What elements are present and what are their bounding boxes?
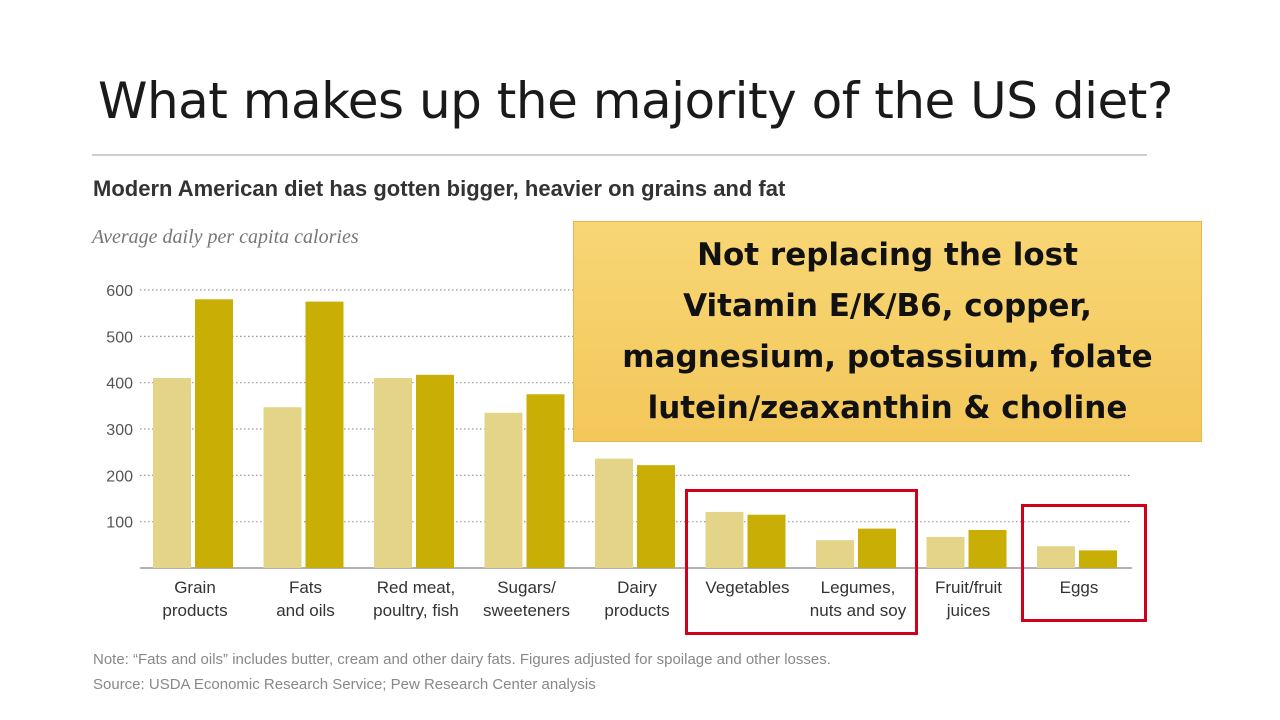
category-label: poultry, fish [373, 601, 459, 620]
highlight-box-eggs [1021, 504, 1147, 622]
y-tick-label: 500 [106, 329, 133, 346]
category-label: Eggs [1060, 578, 1099, 597]
category-label: products [604, 601, 669, 620]
bar-later [416, 374, 454, 568]
bar-earlier [705, 511, 744, 568]
category-label: Fruit/fruit [935, 578, 1002, 597]
bar-earlier [595, 458, 633, 568]
y-tick-label: 600 [106, 283, 133, 300]
category-label: Legumes, [821, 578, 896, 597]
category-label: and oils [276, 601, 335, 620]
category-label: Sugars/ [497, 578, 556, 597]
bar-earlier [374, 378, 412, 568]
bar-later [968, 530, 1007, 568]
category-label: nuts and soy [810, 601, 907, 620]
y-tick-label: 200 [106, 468, 133, 485]
bar-later [637, 465, 675, 568]
title-divider [92, 154, 1147, 156]
callout-line: Not replacing the lost [697, 236, 1078, 273]
chart-subtitle: Average daily per capita calories [92, 226, 359, 248]
category-label: Fats [289, 578, 322, 597]
bar-later [526, 394, 565, 568]
bar-earlier [484, 412, 523, 568]
highlight-box-vegetables-legumes [685, 489, 918, 635]
callout-box: Not replacing the lost Vitamin E/K/B6, c… [573, 221, 1202, 442]
chart-source: Source: USDA Economic Research Service; … [93, 676, 596, 693]
bar-later [195, 299, 233, 568]
callout-line: lutein/zeaxanthin & choline [647, 389, 1128, 426]
bar-earlier [153, 378, 191, 568]
bar-later [305, 301, 344, 568]
callout-line: Vitamin E/K/B6, copper, [683, 287, 1092, 324]
bar-later [747, 514, 786, 568]
slide-title: What makes up the majority of the US die… [98, 72, 1173, 130]
category-label: Red meat, [377, 578, 455, 597]
bar-earlier [816, 540, 854, 568]
category-label: sweeteners [483, 601, 570, 620]
y-tick-label: 400 [106, 376, 133, 393]
category-label: Vegetables [705, 578, 789, 597]
bar-earlier [1037, 546, 1075, 568]
category-label: juices [946, 601, 990, 620]
chart-title: Modern American diet has gotten bigger, … [93, 176, 786, 201]
chart-note: Note: “Fats and oils” includes butter, c… [93, 651, 831, 668]
bar-later [858, 528, 896, 568]
bar-later [1079, 550, 1117, 568]
category-label: Grain [174, 578, 216, 597]
bar-earlier [926, 536, 965, 568]
category-label: products [162, 601, 227, 620]
callout-line: magnesium, potassium, folate [622, 338, 1153, 375]
category-label: Dairy [617, 578, 657, 597]
y-tick-label: 100 [106, 515, 133, 532]
bar-earlier [263, 407, 302, 568]
y-tick-label: 300 [106, 422, 133, 439]
